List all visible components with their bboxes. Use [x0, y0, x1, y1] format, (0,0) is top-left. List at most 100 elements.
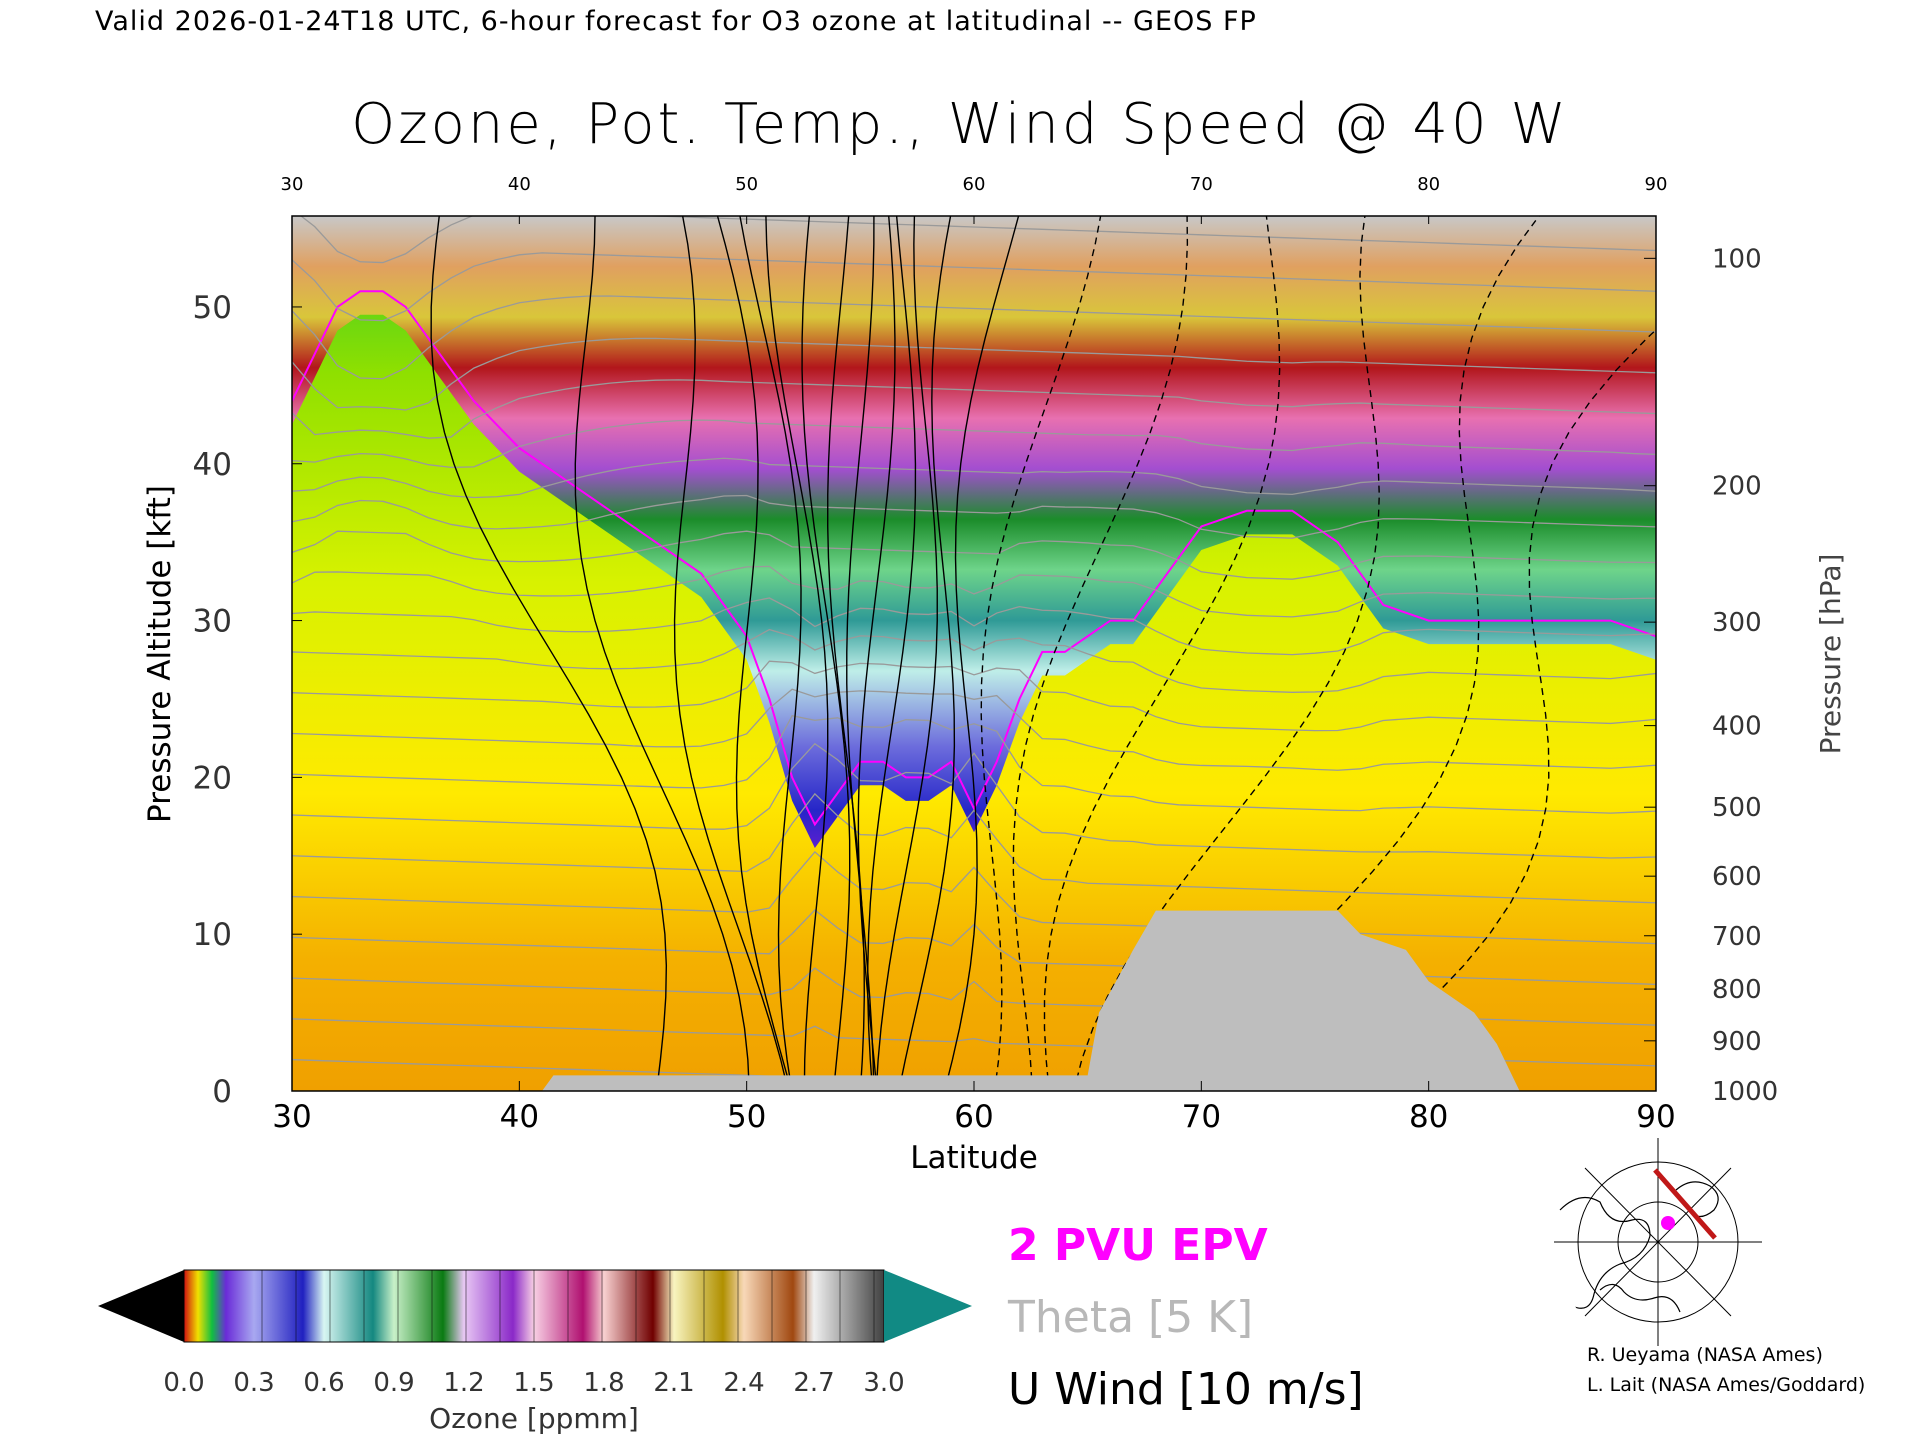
- colorbar-tick-label: 3.0: [863, 1368, 904, 1398]
- stratosphere-ozone-fill: [292, 216, 1656, 848]
- y-tick-label: 0: [212, 1074, 232, 1110]
- theta-contour: [292, 252, 1656, 322]
- u-wind-contour: [857, 216, 896, 1091]
- theta-contour: [292, 419, 1656, 469]
- x-tick-label: 70: [1182, 1099, 1221, 1135]
- y-tick-label: 20: [193, 760, 232, 796]
- x-top-tick-label: 60: [963, 174, 986, 195]
- x-top-tick-label: 80: [1417, 174, 1440, 195]
- colorbar-tick-label: 1.2: [443, 1368, 484, 1398]
- u-wind-contour: [574, 216, 750, 1091]
- theta-contour: [292, 851, 1656, 945]
- u-wind-contour: [765, 216, 829, 1091]
- colorbar-tick-label: 0.3: [233, 1368, 274, 1398]
- theta-contour: [292, 660, 1656, 732]
- pressure-tick-label: 800: [1712, 975, 1762, 1005]
- credit-line-1: R. Ueyama (NASA Ames): [1587, 1344, 1823, 1366]
- u-wind-contour: [875, 216, 938, 1091]
- colorbar-tick-label: 2.4: [723, 1368, 764, 1398]
- x-tick-label: 30: [272, 1099, 311, 1135]
- colorbar-over-arrow: [884, 1270, 972, 1342]
- pressure-tick-label: 700: [1712, 922, 1762, 952]
- y-tick-label: 30: [193, 604, 232, 640]
- x-tick-label: 40: [500, 1099, 539, 1135]
- y-tick-label: 10: [193, 917, 232, 953]
- x-tick-label: 50: [727, 1099, 766, 1135]
- u-wind-contour: [739, 216, 802, 1091]
- colorbar-tick-label: 2.1: [653, 1368, 694, 1398]
- u-wind-contour: [716, 216, 793, 1091]
- u-wind-contour: [801, 216, 851, 1091]
- y-axis-left-label: Pressure Altitude [kft]: [142, 485, 178, 823]
- theta-contour: [292, 337, 1656, 411]
- x-tick-label: 60: [954, 1099, 993, 1135]
- y-tick-label: 40: [193, 447, 232, 483]
- theta-contour: [292, 688, 1656, 771]
- colorbar-tick-label: 1.8: [583, 1368, 624, 1398]
- y-axis-right: 1000 900 800 700 600 500 400 300 200 100: [1644, 244, 1778, 1107]
- credit-line-2: L. Lait (NASA Ames/Goddard): [1587, 1374, 1866, 1396]
- u-wind-contour: [943, 216, 1020, 1091]
- x-axis-top: 30 40 50 60 70 80 90: [281, 174, 1668, 224]
- colorbar-tick-label: 0.6: [303, 1368, 344, 1398]
- u-wind-contour: [867, 216, 917, 1091]
- legend-u-wind: U Wind [10 m/s]: [1008, 1364, 1364, 1415]
- u-wind-contour: [898, 216, 956, 1091]
- u-wind-contour: [673, 216, 789, 1091]
- locator-map: [1552, 1138, 1764, 1346]
- u-wind-contour: [430, 216, 668, 1091]
- u-wind-contour: [980, 216, 1102, 1091]
- u-wind-contours: [430, 216, 1656, 1091]
- x-tick-label: 90: [1636, 1099, 1675, 1135]
- y-axis-right-label: Pressure [hPa]: [1814, 554, 1847, 755]
- chart-title: Ozone, Pot. Temp., Wind Speed @ 40 W: [351, 92, 1569, 157]
- theta-contour: [292, 494, 1656, 539]
- theta-contour: [292, 379, 1656, 439]
- colorbar-tick-label: 2.7: [793, 1368, 834, 1398]
- u-wind-contour: [1162, 216, 1540, 1091]
- pressure-tick-label: 1000: [1712, 1077, 1778, 1107]
- legend-pvu: 2 PVU EPV: [1008, 1220, 1268, 1271]
- theta-contour: [292, 715, 1656, 814]
- theta-contour: [292, 565, 1656, 618]
- legend-theta: Theta [5 K]: [1008, 1292, 1254, 1343]
- pressure-tick-label: 400: [1712, 712, 1762, 742]
- u-wind-contour: [1043, 216, 1281, 1091]
- colorbar-tick-label: 1.5: [513, 1368, 554, 1398]
- theta-contour: [292, 742, 1656, 859]
- theta-contour: [299, 216, 1656, 264]
- theta-contour: [292, 792, 1656, 904]
- y-tick-label: 50: [193, 290, 232, 326]
- pressure-tick-label: 200: [1712, 472, 1762, 502]
- theta-contour: [292, 295, 1656, 380]
- theta-contour: [292, 457, 1656, 499]
- u-wind-contour: [846, 216, 875, 1091]
- theta-contour: [292, 628, 1656, 693]
- theta-contour: [292, 530, 1656, 580]
- x-top-tick-label: 50: [735, 174, 758, 195]
- u-wind-contour: [1325, 328, 1656, 1091]
- x-top-tick-label: 30: [281, 174, 304, 195]
- pressure-tick-label: 600: [1712, 862, 1762, 892]
- u-wind-contour: [1012, 216, 1189, 1091]
- y-axis-left: 0 10 20 30 40 50: [193, 290, 302, 1110]
- colorbar-label: Ozone [ppmm]: [429, 1402, 639, 1435]
- pressure-tick-label: 100: [1712, 244, 1762, 274]
- pressure-tick-label: 900: [1712, 1027, 1762, 1057]
- theta-contour: [292, 597, 1656, 656]
- forecast-header: Valid 2026-01-24T18 UTC, 6-hour forecast…: [95, 6, 1257, 37]
- surface-terrain: [292, 910, 1656, 1091]
- x-tick-label: 80: [1409, 1099, 1448, 1135]
- pressure-tick-label: 500: [1712, 793, 1762, 823]
- colorbar-under-arrow: [98, 1270, 184, 1342]
- colorbar-tick-label: 0.9: [373, 1368, 414, 1398]
- colorbar-tick-label: 0.0: [163, 1368, 204, 1398]
- x-top-tick-label: 70: [1190, 174, 1213, 195]
- pressure-tick-label: 300: [1712, 608, 1762, 638]
- x-axis-bottom: 30 40 50 60 70 80 90: [272, 1081, 1676, 1135]
- x-axis-label: Latitude: [910, 1140, 1038, 1176]
- x-top-tick-label: 90: [1645, 174, 1668, 195]
- colorbar-ticks: 0.0 0.3 0.6 0.9 1.2 1.5 1.8 2.1 2.4 2.7 3.0: [163, 1270, 905, 1398]
